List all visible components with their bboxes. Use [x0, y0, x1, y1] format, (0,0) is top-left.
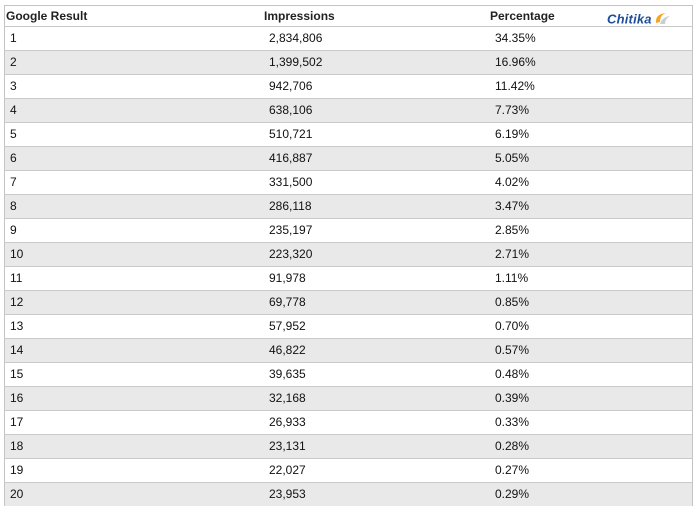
cell-google-result: 2: [10, 55, 17, 69]
cell-google-result: 8: [10, 199, 17, 213]
table-body: 1 2,834,806 34.35% 2 1,399,502 16.96% 3 942,706…: [5, 26, 692, 506]
table-row: 13 57,952 0.70%: [5, 314, 692, 338]
cell-percentage: 0.70%: [495, 319, 530, 333]
table-row: 18 23,131 0.28%: [5, 434, 692, 458]
cell-percentage: 16.96%: [495, 55, 536, 69]
cell-google-result: 6: [10, 151, 17, 165]
cell-google-result: 9: [10, 223, 17, 237]
table-row: 12 69,778 0.85%: [5, 290, 692, 314]
cell-impressions: 942,706: [269, 79, 313, 93]
table-row: 6 416,887 5.05%: [5, 146, 692, 170]
cell-percentage: 6.19%: [495, 127, 530, 141]
table-row: 19 22,027 0.27%: [5, 458, 692, 482]
cell-google-result: 16: [10, 391, 24, 405]
cell-percentage: 0.27%: [495, 463, 530, 477]
cell-percentage: 1.11%: [495, 271, 529, 285]
cell-percentage: 2.71%: [495, 247, 530, 261]
table-row: 16 32,168 0.39%: [5, 386, 692, 410]
cell-impressions: 32,168: [269, 391, 306, 405]
results-table: Google Result Impressions Percentage Chi…: [4, 5, 693, 506]
cell-google-result: 1: [10, 31, 17, 45]
table-row: 3 942,706 11.42%: [5, 74, 692, 98]
cell-google-result: 10: [10, 247, 24, 261]
header-google-result: Google Result: [6, 9, 88, 23]
cell-impressions: 2,834,806: [269, 31, 323, 45]
table-row: 4 638,106 7.73%: [5, 98, 692, 122]
table-row: 7 331,500 4.02%: [5, 170, 692, 194]
cell-percentage: 0.33%: [495, 415, 530, 429]
cell-impressions: 510,721: [269, 127, 313, 141]
cell-google-result: 4: [10, 103, 17, 117]
table-row: 2 1,399,502 16.96%: [5, 50, 692, 74]
cell-impressions: 22,027: [269, 463, 306, 477]
swoosh-icon: [655, 12, 670, 24]
cell-impressions: 223,320: [269, 247, 313, 261]
cell-google-result: 12: [10, 295, 24, 309]
cell-percentage: 4.02%: [495, 175, 530, 189]
cell-impressions: 1,399,502: [269, 55, 323, 69]
cell-google-result: 19: [10, 463, 24, 477]
cell-google-result: 3: [10, 79, 17, 93]
table-row: 14 46,822 0.57%: [5, 338, 692, 362]
cell-impressions: 23,131: [269, 439, 306, 453]
cell-percentage: 0.57%: [495, 343, 530, 357]
cell-impressions: 331,500: [269, 175, 313, 189]
cell-impressions: 39,635: [269, 367, 306, 381]
cell-google-result: 15: [10, 367, 24, 381]
table-row: 9 235,197 2.85%: [5, 218, 692, 242]
table-header: Google Result Impressions Percentage Chi…: [5, 6, 692, 26]
cell-google-result: 17: [10, 415, 24, 429]
chitika-logo: Chitika: [607, 10, 673, 28]
cell-impressions: 46,822: [269, 343, 306, 357]
cell-google-result: 14: [10, 343, 24, 357]
cell-google-result: 5: [10, 127, 17, 141]
cell-percentage: 0.85%: [495, 295, 530, 309]
table-row: 11 91,978 1.11%: [5, 266, 692, 290]
cell-google-result: 7: [10, 175, 17, 189]
table-row: 10 223,320 2.71%: [5, 242, 692, 266]
cell-percentage: 0.48%: [495, 367, 530, 381]
table-row: 5 510,721 6.19%: [5, 122, 692, 146]
table-row: 17 26,933 0.33%: [5, 410, 692, 434]
cell-percentage: 7.73%: [495, 103, 530, 117]
cell-impressions: 235,197: [269, 223, 313, 237]
cell-impressions: 638,106: [269, 103, 313, 117]
cell-impressions: 416,887: [269, 151, 313, 165]
cell-percentage: 0.29%: [495, 487, 530, 501]
cell-percentage: 3.47%: [495, 199, 530, 213]
chitika-logo-text: Chitika: [607, 11, 652, 27]
cell-impressions: 286,118: [269, 199, 312, 213]
cell-google-result: 11: [10, 271, 23, 285]
cell-percentage: 0.39%: [495, 391, 530, 405]
cell-percentage: 34.35%: [495, 31, 536, 45]
table-row: 20 23,953 0.29%: [5, 482, 692, 506]
cell-google-result: 20: [10, 487, 24, 501]
table-row: 8 286,118 3.47%: [5, 194, 692, 218]
header-impressions: Impressions: [264, 9, 335, 23]
cell-impressions: 57,952: [269, 319, 306, 333]
table-row: 1 2,834,806 34.35%: [5, 26, 692, 50]
cell-impressions: 26,933: [269, 415, 306, 429]
table-row: 15 39,635 0.48%: [5, 362, 692, 386]
cell-impressions: 23,953: [269, 487, 306, 501]
cell-impressions: 69,778: [269, 295, 306, 309]
header-percentage: Percentage: [490, 9, 555, 23]
cell-impressions: 91,978: [269, 271, 306, 285]
cell-google-result: 18: [10, 439, 24, 453]
cell-percentage: 0.28%: [495, 439, 530, 453]
cell-percentage: 5.05%: [495, 151, 530, 165]
cell-percentage: 11.42%: [495, 79, 535, 93]
cell-google-result: 13: [10, 319, 24, 333]
cell-percentage: 2.85%: [495, 223, 530, 237]
